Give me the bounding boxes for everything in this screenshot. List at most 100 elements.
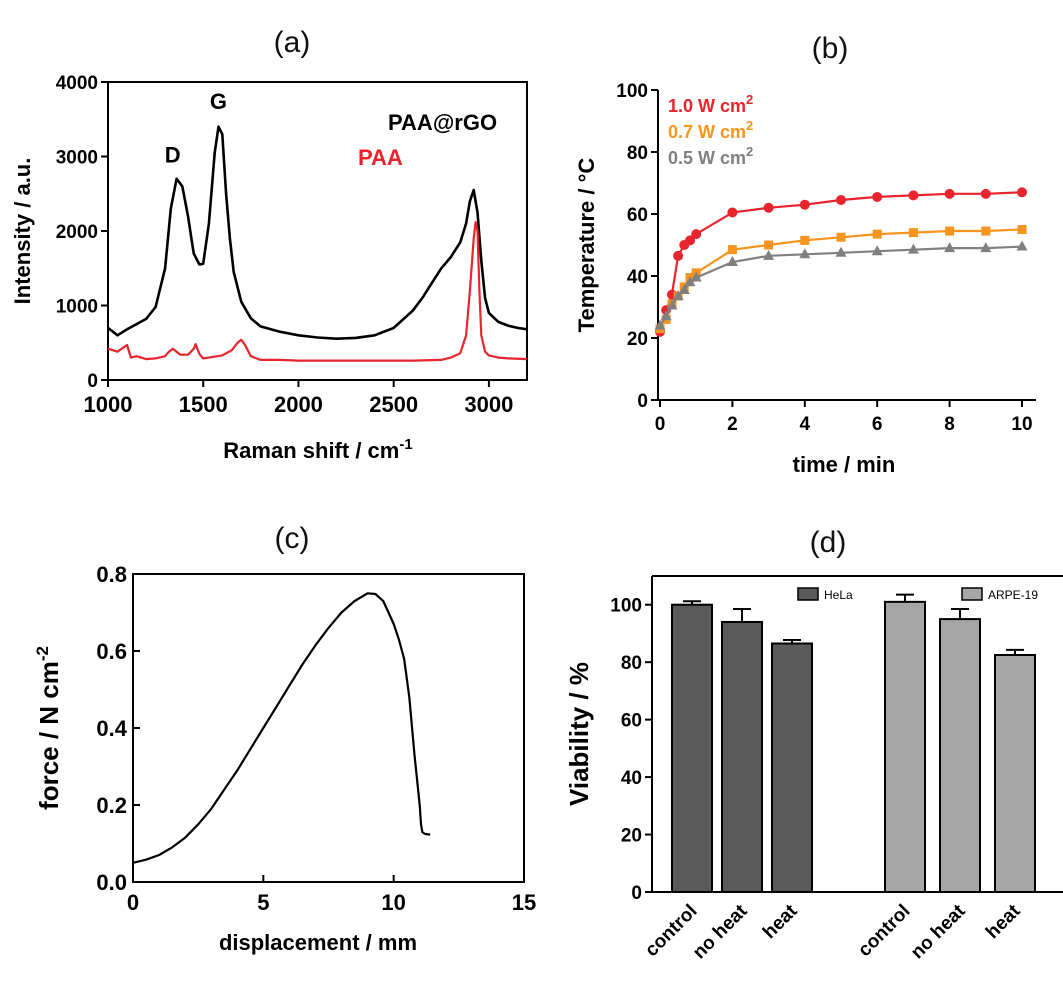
data-point <box>981 226 991 236</box>
y-tick-label-a: 1000 <box>56 297 98 318</box>
series-line-b-2 <box>659 245 1023 327</box>
x-tick-label-a: 2000 <box>274 392 323 417</box>
data-point <box>980 242 992 253</box>
y-tick-label-c: 0.4 <box>96 716 127 741</box>
data-point <box>654 319 666 330</box>
legend-entry-b: 0.5 W cm2 <box>668 144 753 168</box>
x-tick-label-b: 10 <box>1011 414 1032 435</box>
legend-entry-b: 0.7 W cm2 <box>668 118 753 142</box>
x-tick-label-c: 5 <box>257 890 269 915</box>
data-point <box>908 228 918 238</box>
legend-entry-d: ARPE-19 <box>988 588 1038 602</box>
x-axis-title-b: time / min <box>793 452 896 477</box>
x-axis-title-a: Raman shift / cm-1 <box>223 436 412 463</box>
peak-label: G <box>210 89 227 114</box>
y-tick-label-a: 2000 <box>56 222 98 243</box>
data-point <box>678 283 690 294</box>
x-axis-title-c: displacement / mm <box>219 930 417 955</box>
y-tick-label-b: 0 <box>637 391 648 412</box>
legend-entry-a: PAA <box>358 145 403 170</box>
x-tick-label-c: 15 <box>512 890 536 915</box>
legend-entry-d: HeLa <box>824 588 853 602</box>
data-point <box>799 248 811 259</box>
panel-label-a: (a) <box>274 26 311 59</box>
y-axis-title-b: Temperature / °C <box>574 158 599 333</box>
legend-entry-b: 1.0 W cm2 <box>668 92 753 116</box>
legend-entry-sup: 2 <box>746 92 753 107</box>
data-point <box>872 229 882 239</box>
legend-entry-a: PAA@rGO <box>388 110 497 135</box>
y-tick-label-c: 0.0 <box>96 870 127 895</box>
data-point <box>690 271 702 282</box>
data-point <box>684 276 696 287</box>
x-tick-label-a: 3000 <box>464 392 513 417</box>
x-tick-label-c: 0 <box>127 890 139 915</box>
data-point <box>799 199 810 210</box>
data-point <box>836 232 846 242</box>
peak-label: D <box>165 142 181 167</box>
bar-1-0 <box>884 600 926 893</box>
data-point <box>685 235 696 246</box>
data-point <box>800 235 810 245</box>
y-tick-label-d: 40 <box>621 768 642 789</box>
data-point <box>727 245 737 255</box>
data-point <box>666 299 678 310</box>
data-point <box>1017 225 1027 234</box>
data-point <box>727 207 738 218</box>
x-tick-label-b: 0 <box>655 414 666 435</box>
y-tick-label-b: 20 <box>627 329 648 350</box>
category-label: control <box>854 901 914 961</box>
data-point <box>944 242 956 253</box>
data-point <box>672 290 684 301</box>
y-tick-label-d: 80 <box>621 653 642 674</box>
panel-label-d: (d) <box>810 526 847 559</box>
panel-c: (c) 0 5 10 15 0.0 0.2 0.4 0.6 0.8 displacement / m… <box>33 522 536 955</box>
series-line-a-1 <box>107 221 528 362</box>
y-tick-label-c: 0.8 <box>96 562 127 587</box>
series-line-b-0 <box>658 191 1023 333</box>
y-axis-title-c: force / N cm-2 <box>33 646 64 810</box>
panel-a: (a)1000 1500 2000 2500 300001000200030004000… <box>10 26 528 463</box>
bar-0-1 <box>721 620 763 893</box>
x-axis-title-text-a: Raman shift / cm <box>223 438 399 463</box>
x-tick-label-b: 8 <box>944 414 955 435</box>
data-point <box>871 245 883 256</box>
data-point <box>945 226 955 236</box>
data-point <box>908 190 919 201</box>
bar-1-1 <box>939 618 981 893</box>
x-tick-label-b: 2 <box>727 414 738 435</box>
y-tick-label-c: 0.6 <box>96 639 127 664</box>
y-tick-label-a: 0 <box>87 371 98 392</box>
panel-label-b: (b) <box>812 32 849 65</box>
series-line-a-0 <box>107 125 528 340</box>
data-point <box>835 246 847 257</box>
legend-entry-sup: 2 <box>746 144 753 159</box>
y-axis-title-a: Intensity / a.u. <box>10 158 35 305</box>
y-tick-label-d: 0 <box>631 883 642 904</box>
y-tick-label-a: 4000 <box>56 73 98 94</box>
legend-entry-text: 0.5 W cm <box>668 148 746 168</box>
x-tick-label-b: 6 <box>872 414 883 435</box>
bar-0-0 <box>671 603 713 894</box>
data-point <box>907 243 919 254</box>
data-point <box>872 191 883 202</box>
y-tick-label-d: 20 <box>621 826 642 847</box>
data-point <box>836 195 846 206</box>
y-tick-label-b: 100 <box>616 81 648 102</box>
legend-entry-text: 1.0 W cm <box>668 96 746 116</box>
bar-1-2 <box>994 654 1036 893</box>
data-point <box>660 310 672 321</box>
y-axis-title-text-c: force / N cm <box>34 661 64 810</box>
data-point <box>673 250 684 261</box>
x-tick-label-c: 10 <box>381 890 405 915</box>
x-tick-label-a: 2500 <box>369 392 418 417</box>
data-point <box>980 188 991 199</box>
y-tick-label-b: 60 <box>627 205 648 226</box>
bar-0-2 <box>771 642 813 893</box>
data-point <box>944 188 955 199</box>
category-label: heat <box>982 900 1025 943</box>
legend-swatch-d <box>797 587 819 601</box>
series-line-c-0 <box>132 592 431 864</box>
